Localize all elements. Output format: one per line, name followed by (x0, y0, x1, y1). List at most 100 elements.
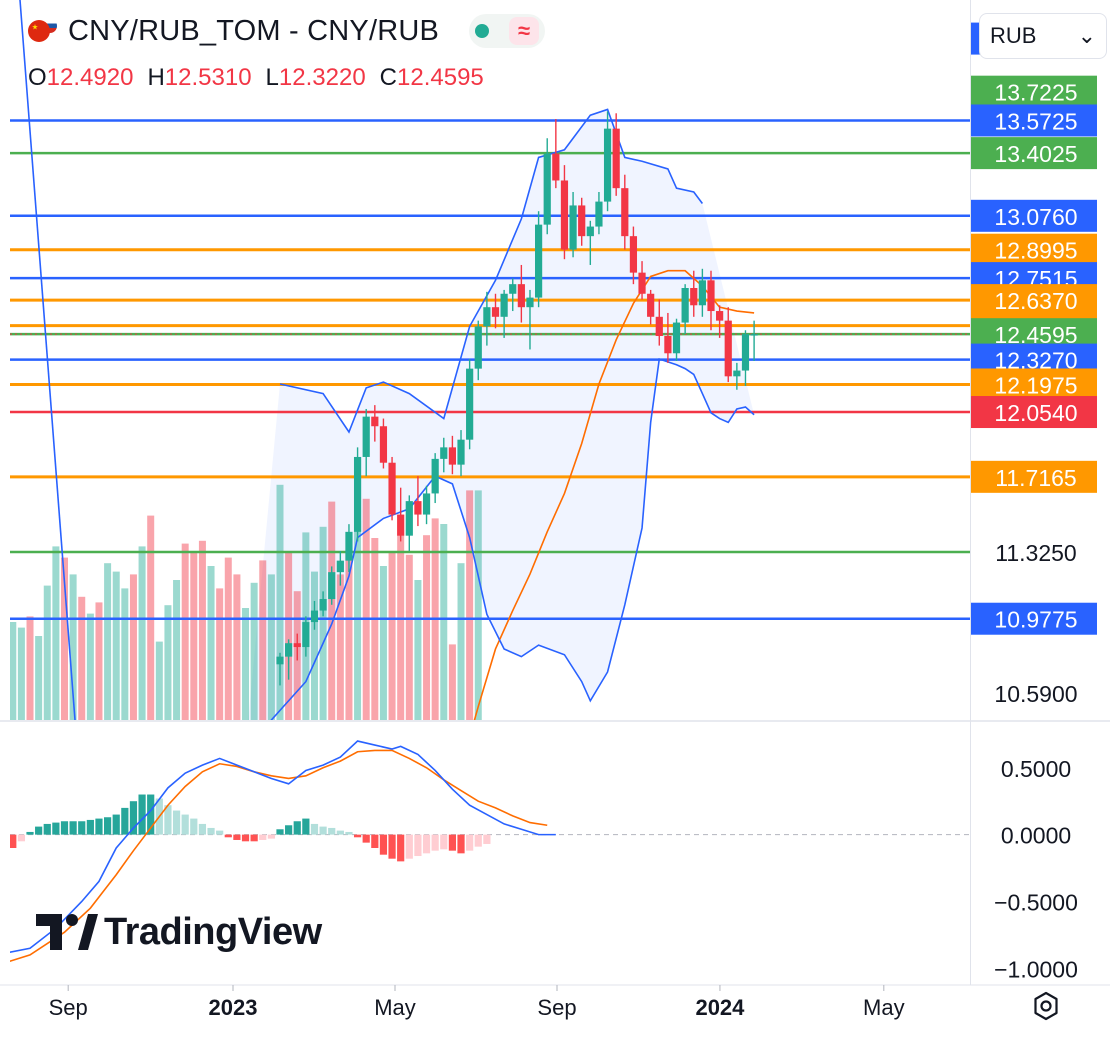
volume-bar (129, 574, 137, 720)
volume-bar (405, 554, 413, 720)
candle-body (526, 297, 534, 308)
osc-tick-label: −1.0000 (994, 956, 1078, 982)
ohlc-open-value: 12.4920 (46, 64, 134, 91)
histogram-bar (466, 834, 474, 851)
candle-body (690, 288, 698, 306)
volume-bar (457, 563, 465, 720)
histogram-bar (431, 834, 439, 851)
price-label-box (971, 75, 1097, 108)
histogram-bar (250, 834, 258, 842)
price-label-box (971, 396, 1097, 429)
histogram-bar (293, 821, 301, 835)
histogram-bar (52, 822, 60, 835)
market-status-pill[interactable]: ≈ (469, 14, 546, 48)
main-pane (1, 0, 970, 720)
volume-bar (10, 622, 17, 720)
candle-body (595, 201, 603, 227)
price-label-box (971, 233, 1097, 266)
osc-tick-label: −0.5000 (994, 889, 1078, 915)
volume-bar (285, 552, 293, 720)
histogram-bar (147, 794, 155, 835)
volume-bar (336, 574, 344, 720)
candle-body (655, 316, 663, 336)
candle-body (569, 205, 577, 250)
oscillator-pane (10, 740, 970, 962)
histogram-bar (405, 834, 413, 859)
volume-bar (1, 619, 8, 720)
volume-bar (190, 552, 198, 720)
candle-body (621, 188, 629, 237)
candle-body (405, 501, 413, 536)
volume-bar (466, 490, 474, 720)
volume-bar (26, 616, 34, 720)
volume-bar (95, 602, 103, 720)
candle-body (578, 205, 586, 237)
time-tick-label: 2023 (209, 995, 258, 1020)
price-label: 13.5725 (994, 108, 1077, 134)
histogram-bar (86, 819, 94, 835)
candle-body (733, 370, 741, 377)
histogram-bar (138, 794, 146, 835)
ohlc-high-value: 12.5310 (164, 64, 252, 91)
histogram-bar (172, 810, 181, 835)
price-label-box (971, 460, 1097, 493)
volume-bar (233, 574, 241, 720)
histogram-bar (379, 834, 388, 855)
volume-bar (414, 580, 422, 720)
histogram-bar (353, 834, 362, 838)
price-label-box (971, 602, 1097, 635)
candle-body (638, 272, 646, 294)
symbol-header: CNY/RUB_TOM - CNY/RUB ≈ (28, 14, 546, 48)
chevron-down-icon: ⌄ (1077, 23, 1096, 48)
settings-gear-icon[interactable] (1030, 990, 1062, 1022)
bollinger-lower-line (270, 357, 755, 720)
symbol-title[interactable]: CNY/RUB_TOM - CNY/RUB (68, 14, 440, 47)
volume-bar (310, 571, 318, 720)
candle-body (319, 599, 327, 611)
ohlc-open-key: O (28, 64, 47, 91)
volume-bar (164, 605, 172, 720)
histogram-bar (448, 834, 456, 851)
candle-body (310, 610, 319, 623)
ohlc-readout: O12.4920 H12.5310 L12.3220 C12.4595 (28, 64, 498, 92)
volume-bar (43, 585, 51, 720)
wave-icon: ≈ (509, 17, 540, 45)
candle-body (371, 416, 379, 427)
price-label: 13.4025 (994, 141, 1077, 167)
histogram-bar (319, 826, 327, 835)
volume-bar (104, 563, 112, 720)
bollinger-upper-line (279, 108, 704, 434)
histogram-bar (216, 830, 224, 835)
volume-bar (267, 574, 275, 720)
ohlc-low-key: L (265, 64, 279, 91)
histogram-bar (285, 825, 293, 835)
currency-select[interactable]: RUB ⌄ (979, 13, 1107, 59)
china-russia-flag-icon (28, 20, 50, 42)
price-label-box (971, 368, 1097, 401)
candle-body (448, 447, 456, 465)
volume-bar (242, 608, 250, 720)
osc-tick-label: 0.0000 (1001, 823, 1071, 849)
volume-bar (35, 636, 43, 720)
ohlc-close-key: C (379, 64, 398, 91)
price-label: 12.8995 (994, 238, 1077, 264)
histogram-bar (112, 814, 120, 835)
volume-bar (121, 588, 129, 720)
histogram-bar (233, 834, 241, 840)
histogram-bar (121, 807, 129, 835)
volume-bar (52, 546, 60, 720)
candle-body (466, 368, 474, 440)
histogram-bar (336, 830, 344, 835)
candle-body (707, 280, 715, 312)
volume-bar (328, 501, 336, 720)
candle-body (681, 288, 689, 323)
volume-bar (345, 552, 353, 720)
price-label: 13.7225 (994, 80, 1077, 106)
volume-bar (388, 552, 396, 720)
candle-body (353, 456, 362, 532)
histogram-bar (422, 834, 431, 854)
signal-line (10, 749, 548, 962)
histogram-bar (345, 831, 353, 835)
price-tick-label: 11.3250 (995, 540, 1076, 566)
